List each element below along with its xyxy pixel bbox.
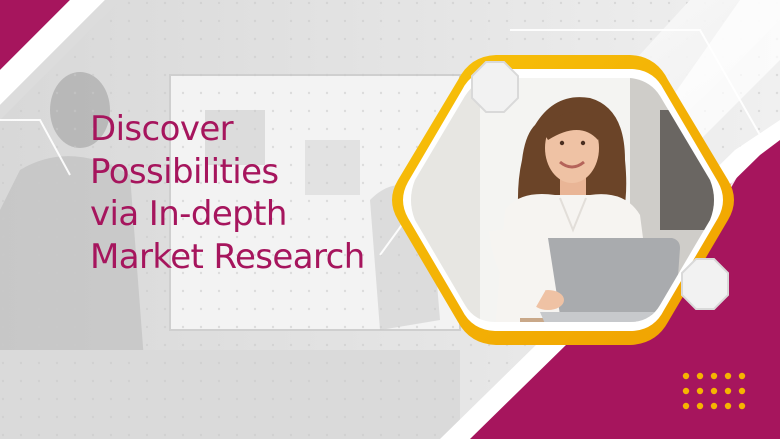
dot-grid-icon — [682, 372, 746, 410]
hexagon-icon-bottom — [681, 258, 729, 310]
headline-line-2: Possibilities — [90, 151, 279, 192]
headline: Discover Possibilities via In-depth Mark… — [90, 108, 450, 278]
headline-line-4: Market Research — [90, 236, 365, 277]
portrait-photo — [411, 78, 714, 322]
hexagon-icon — [471, 61, 519, 113]
top-left-corner-shape — [0, 0, 120, 120]
headline-line-1: Discover — [90, 109, 234, 149]
headline-line-3: via In-depth — [90, 194, 287, 234]
